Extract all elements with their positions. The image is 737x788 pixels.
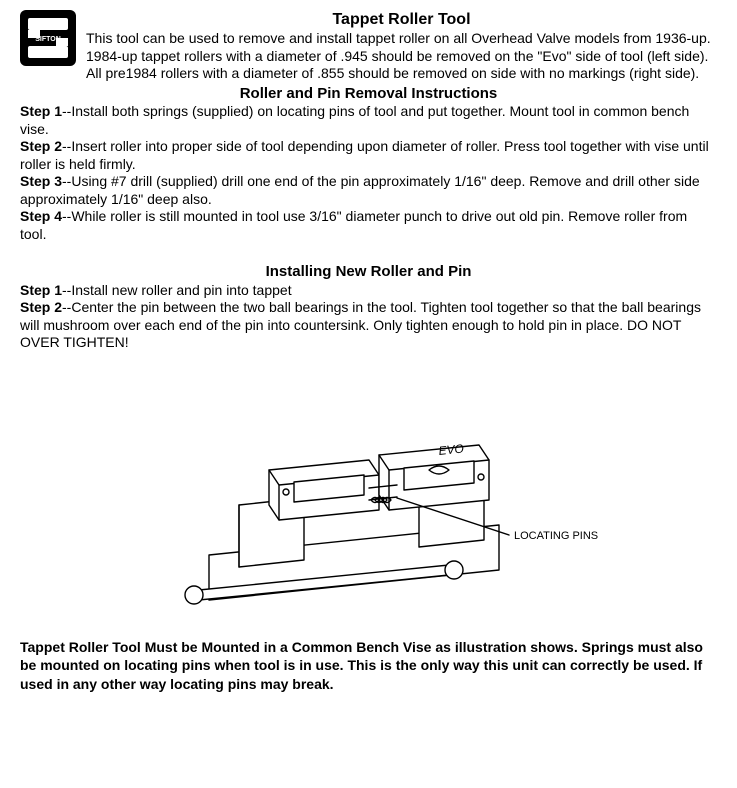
diagram-callout: LOCATING PINS	[514, 530, 598, 542]
install-title: Installing New Roller and Pin	[20, 263, 717, 282]
step-label: Step 2	[20, 138, 62, 154]
removal-step-4: Step 4--While roller is still mounted in…	[20, 208, 717, 243]
step-label: Step 1	[20, 282, 62, 298]
install-step-1: Step 1--Install new roller and pin into …	[20, 282, 717, 300]
step-label: Step 4	[20, 208, 62, 224]
page-title: Tappet Roller Tool	[86, 10, 717, 30]
step-text: --Using #7 drill (supplied) drill one en…	[20, 173, 700, 207]
step-text: --While roller is still mounted in tool …	[20, 208, 687, 242]
intro-text: This tool can be used to remove and inst…	[86, 30, 717, 83]
diagram-evo-label: EVO	[437, 441, 464, 458]
step-text: --Install both springs (supplied) on loc…	[20, 103, 689, 137]
step-label: Step 2	[20, 299, 62, 315]
sifton-logo: SIFTON	[20, 10, 76, 66]
warning-text: Tappet Roller Tool Must be Mounted in a …	[20, 638, 717, 695]
removal-step-3: Step 3--Using #7 drill (supplied) drill …	[20, 173, 717, 208]
tool-diagram: EVO LOCATING PINS	[20, 360, 717, 630]
step-text: --Center the pin between the two ball be…	[20, 299, 701, 350]
install-step-2: Step 2--Center the pin between the two b…	[20, 299, 717, 352]
step-label: Step 3	[20, 173, 62, 189]
removal-title: Roller and Pin Removal Instructions	[20, 85, 717, 104]
removal-step-1: Step 1--Install both springs (supplied) …	[20, 103, 717, 138]
step-text: --Insert roller into proper side of tool…	[20, 138, 709, 172]
removal-step-2: Step 2--Insert roller into proper side o…	[20, 138, 717, 173]
logo-text: SIFTON	[35, 36, 61, 43]
step-label: Step 1	[20, 103, 62, 119]
step-text: --Install new roller and pin into tappet	[62, 282, 292, 298]
